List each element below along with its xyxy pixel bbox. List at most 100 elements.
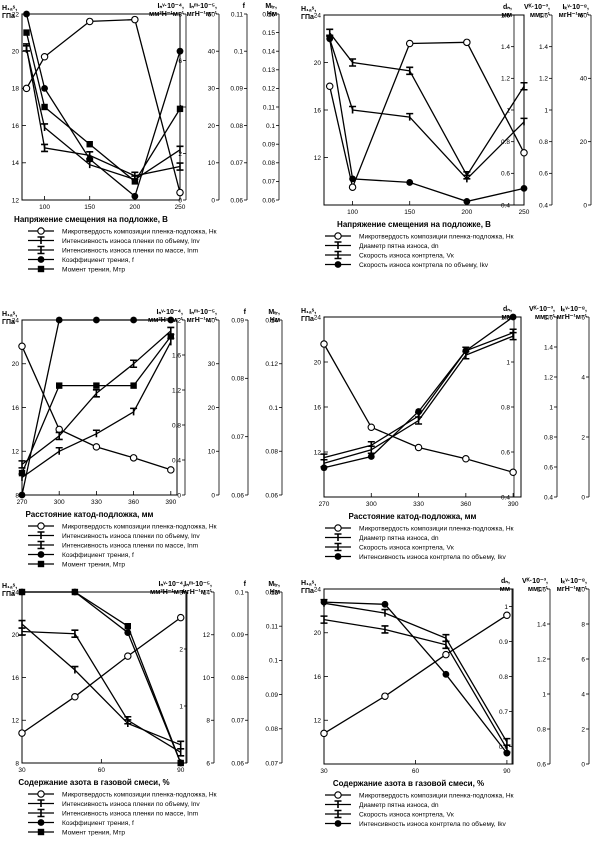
right-tick-label: 0.6 [501,171,510,178]
right-tick-label: 6 [178,58,182,65]
data-point [320,598,328,606]
right-tick-label: 8 [581,621,585,628]
x-tick-label: 100 [39,204,50,211]
right-tick-label: 0 [177,492,181,499]
x-tick-label: 200 [129,204,140,211]
x-tick-label: 330 [413,501,424,508]
right-tick-label: 4 [581,374,585,381]
right-axis-unit: ммс⁻¹ [530,12,551,19]
left-tick-label: 12 [314,449,322,456]
data-point [381,625,389,634]
right-tick-label: 1 [542,691,546,698]
right-tick-label: 1 [179,703,183,710]
series-line-2 [329,38,525,180]
legend-marker [37,799,45,807]
data-point [381,600,389,608]
right-tick-label: 2 [581,726,585,733]
right-tick-label: 0.16 [262,11,275,18]
legend-marker [37,522,45,530]
left-tick-label: 20 [12,632,20,639]
right-tick-label: 0.1 [269,405,278,412]
right-axis-label: Vᴷ·10⁻³, [522,578,548,585]
data-point [176,145,184,154]
x-tick-label: 270 [17,499,28,506]
right-tick-label: 1.2 [501,76,510,83]
legend-marker [37,828,45,836]
data-point [406,112,414,121]
legend-marker [334,232,342,240]
right-axis-label: Mₜᵣ, [265,3,277,10]
data-point [18,588,26,596]
data-point [320,729,328,738]
legend-label: Микротвердость композиции пленка-подложк… [62,228,217,235]
right-tick-label: 8 [178,11,182,18]
right-tick-label: 3 [179,589,183,596]
x-tick-label: 300 [366,501,377,508]
right-tick-label: 0.12 [265,589,278,596]
left-axis-unit: ГПа [2,13,15,20]
legend-label: Диаметр пятна износа, dn [359,802,439,809]
right-tick-label: 10 [578,586,586,593]
right-tick-label: 10 [208,449,216,456]
data-point [520,81,528,91]
data-point [18,491,26,499]
right-tick-label: 6 [581,656,585,663]
right-tick-label: 40 [208,317,216,324]
series-line-1 [21,345,171,471]
right-axis-label: f [244,581,247,588]
data-point [41,85,48,92]
left-tick-label: 12 [12,718,20,725]
right-tick-label: 10 [208,160,216,167]
legend-marker [37,256,45,263]
x-tick-label: 330 [91,499,102,506]
legend-marker [334,542,342,552]
right-tick-label: 0.11 [231,11,244,18]
data-point [367,453,375,460]
left-tick-label: 8 [15,760,19,767]
right-tick-label: 8 [206,718,210,725]
data-point [131,178,139,185]
x-axis-label: Содержание азота в газовой смеси, % [333,779,484,788]
right-axis-label: Iₖᵛ·10⁻⁸, [562,4,589,11]
data-point [509,313,517,321]
left-tick-label: 16 [314,674,322,681]
data-point [381,608,389,617]
right-tick-label: 0.07 [230,160,243,167]
right-tick-label: 0 [581,761,585,768]
legend-label: Коэффициент трения, f [62,257,134,264]
right-tick-label: 1.4 [501,44,510,51]
right-tick-label: 0.8 [172,422,181,429]
data-point [520,117,528,126]
right-tick-label: 12 [203,632,211,639]
right-tick-label: 1.6 [501,12,510,19]
legend-label: Микротвердость композиции пленка-подложк… [62,791,217,798]
right-axis-unit: Нм [267,11,277,18]
left-axis-unit: ГПа [301,588,314,595]
data-point [348,183,357,191]
left-tick-label: 24 [314,12,322,19]
right-tick-label: 0.8 [539,139,548,146]
right-tick-label: 0.09 [262,142,275,149]
right-tick-label: 0.09 [230,86,243,93]
data-point [177,759,184,767]
x-axis-label: Напряжение смещения на подложке, В [337,220,491,229]
left-tick-label: 24 [12,589,20,596]
data-point [92,443,101,451]
data-point [93,382,100,389]
left-tick-label: 8 [15,492,19,499]
data-point [18,619,26,628]
left-tick-label: 16 [314,404,322,411]
data-point [131,192,139,200]
right-tick-label: 0 [211,197,215,204]
right-tick-label: 1.2 [501,314,510,321]
right-tick-label: 20 [580,139,588,146]
legend-marker [334,809,342,819]
data-point [40,53,49,61]
right-tick-label: 0.4 [539,202,548,209]
right-tick-label: 0.4 [501,202,510,209]
right-tick-label: 1 [504,604,508,611]
legend-label: Скорость износа контртела, Vк [359,544,454,551]
data-point [130,316,138,324]
